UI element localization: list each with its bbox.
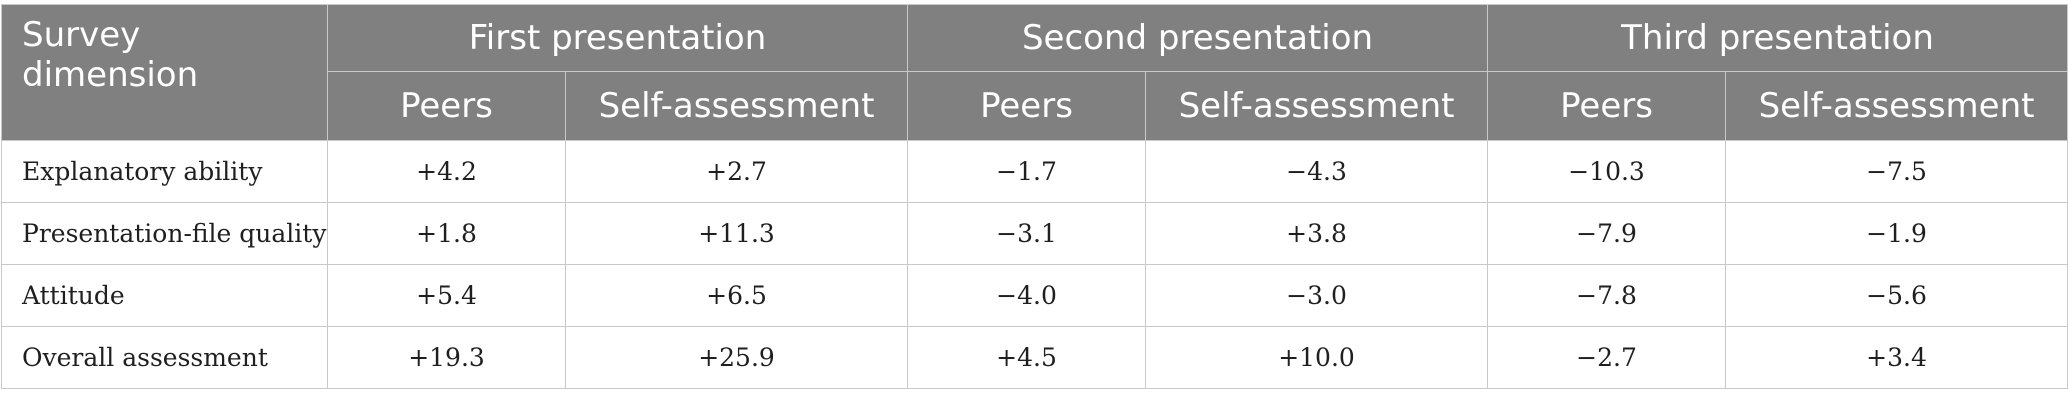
table-cell: +5.4 bbox=[327, 264, 566, 327]
table-cell: −4.0 bbox=[907, 264, 1147, 327]
table-cell: −1.7 bbox=[907, 140, 1147, 203]
group-header-first: First presentation bbox=[326, 4, 909, 72]
row-label: Overall assessment bbox=[1, 326, 328, 389]
table-cell: +10.0 bbox=[1145, 326, 1489, 389]
header-group-row: Survey dimension First presentation Seco… bbox=[1, 4, 2068, 141]
header-subcolumn-row: Peers Self-assessment Peers Self-assessm… bbox=[2, 71, 2068, 141]
row-label: Explanatory ability bbox=[1, 140, 328, 203]
table-header: Survey dimension First presentation Seco… bbox=[1, 4, 2068, 141]
table-cell: +25.9 bbox=[564, 326, 909, 389]
subheader-third-peers: Peers bbox=[1487, 71, 1727, 141]
table-cell: +3.4 bbox=[1725, 326, 2068, 389]
group-header-third: Third presentation bbox=[1487, 4, 2068, 72]
table-cell: −5.6 bbox=[1725, 264, 2068, 327]
table-cell: −7.9 bbox=[1487, 202, 1727, 265]
subheader-second-self: Self-assessment bbox=[1145, 71, 1489, 141]
table-body: Explanatory ability +4.2 +2.7 −1.7 −4.3 … bbox=[1, 140, 2068, 389]
table-cell: −10.3 bbox=[1487, 140, 1727, 203]
table-cell: −1.9 bbox=[1725, 202, 2068, 265]
table-cell: +11.3 bbox=[564, 202, 909, 265]
table-cell: −3.1 bbox=[907, 202, 1147, 265]
row-label: Attitude bbox=[1, 264, 328, 327]
table-cell: +3.8 bbox=[1145, 202, 1489, 265]
table-row: Explanatory ability +4.2 +2.7 −1.7 −4.3 … bbox=[1, 140, 2068, 203]
table-cell: −7.5 bbox=[1725, 140, 2068, 203]
table-cell: −7.8 bbox=[1487, 264, 1727, 327]
subheader-first-self: Self-assessment bbox=[564, 71, 909, 141]
table-cell: −3.0 bbox=[1145, 264, 1489, 327]
table-cell: +6.5 bbox=[564, 264, 909, 327]
table-cell: +4.2 bbox=[327, 140, 566, 203]
results-table-container: Survey dimension First presentation Seco… bbox=[0, 4, 2068, 389]
table-cell: +4.5 bbox=[907, 326, 1147, 389]
subheader-second-peers: Peers bbox=[907, 71, 1147, 141]
row-label: Presentation-file quality bbox=[1, 202, 328, 265]
table-row: Presentation-file quality +1.8 +11.3 −3.… bbox=[1, 202, 2068, 265]
subheader-third-self: Self-assessment bbox=[1725, 71, 2068, 141]
dimension-header: Survey dimension bbox=[1, 4, 328, 141]
table-cell: −4.3 bbox=[1145, 140, 1489, 203]
survey-results-table: Survey dimension First presentation Seco… bbox=[1, 4, 2068, 389]
table-row: Overall assessment +19.3 +25.9 +4.5 +10.… bbox=[1, 326, 2068, 389]
table-cell: +1.8 bbox=[327, 202, 566, 265]
table-cell: +2.7 bbox=[564, 140, 909, 203]
table-cell: −2.7 bbox=[1487, 326, 1727, 389]
table-row: Attitude +5.4 +6.5 −4.0 −3.0 −7.8 −5.6 bbox=[1, 264, 2068, 327]
group-header-second: Second presentation bbox=[907, 4, 1489, 72]
subheader-first-peers: Peers bbox=[327, 71, 566, 141]
table-cell: +19.3 bbox=[327, 326, 566, 389]
